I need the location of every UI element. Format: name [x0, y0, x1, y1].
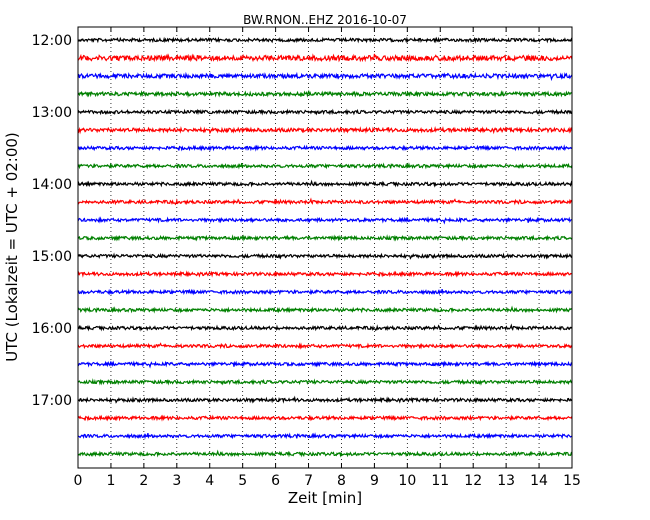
seismogram-trace-1400 — [77, 179, 573, 188]
seismogram-trace-1300 — [77, 108, 573, 116]
seismogram-trace-1600 — [77, 323, 573, 332]
seismogram-trace-1645 — [77, 378, 573, 386]
x-tick-label: 10 — [398, 473, 416, 489]
x-tick-label: 15 — [563, 473, 581, 489]
x-tick-label: 14 — [530, 473, 548, 489]
y-tick-label: 17:00 — [32, 393, 72, 409]
seismogram-trace-1630 — [77, 360, 573, 369]
y-tick-label: 15:00 — [32, 249, 72, 265]
x-tick-label: 13 — [497, 473, 515, 489]
x-tick-label: 4 — [205, 473, 214, 489]
x-tick-label: 2 — [139, 473, 148, 489]
seismogram-traces — [77, 36, 573, 458]
seismogram-trace-1515 — [77, 270, 573, 278]
seismogram-trace-1530 — [77, 288, 573, 296]
seismogram-trace-1345 — [77, 162, 573, 170]
seismogram-trace-1730 — [77, 432, 573, 440]
x-tick-label: 3 — [172, 473, 181, 489]
x-tick-label: 9 — [370, 473, 379, 489]
seismogram-trace-1745 — [77, 449, 573, 458]
y-tick-label: 12:00 — [32, 33, 72, 49]
x-tick-label: 5 — [238, 473, 247, 489]
seismogram-trace-1545 — [77, 305, 573, 314]
y-axis-ticks: 12:00 13:00 14:00 15:00 16:00 17:00 — [32, 33, 572, 409]
x-tick-label: 1 — [106, 473, 115, 489]
x-axis-ticks: 0 1 2 3 4 5 6 7 8 9 10 11 12 13 14 15 — [74, 27, 581, 489]
seismogram-trace-1215 — [77, 53, 573, 63]
y-tick-label: 13:00 — [32, 105, 72, 121]
seismogram-trace-1445 — [77, 234, 573, 242]
x-axis-label: Zeit [min] — [288, 489, 362, 507]
grid-lines — [110, 27, 540, 468]
seismogram-trace-1615 — [77, 342, 573, 350]
chart-title: BW.RNON..EHZ 2016-10-07 — [243, 13, 407, 27]
seismogram-trace-1430 — [77, 216, 573, 225]
x-tick-label: 12 — [464, 473, 482, 489]
x-tick-label: 6 — [271, 473, 280, 489]
seismogram-trace-1715 — [77, 414, 573, 422]
seismogram-trace-1245 — [77, 89, 573, 99]
seismogram-trace-1230 — [77, 71, 573, 82]
x-tick-label: 0 — [74, 473, 83, 489]
x-tick-label: 8 — [337, 473, 346, 489]
y-tick-label: 14:00 — [32, 177, 72, 193]
seismogram-trace-1330 — [77, 144, 573, 152]
seismogram-trace-1200 — [77, 36, 573, 44]
seismogram-trace-1700 — [77, 395, 573, 404]
y-axis-label: UTC (Lokalzeit = UTC + 02:00) — [3, 132, 21, 362]
plot-frame — [77, 26, 573, 469]
seismogram-trace-1415 — [77, 197, 573, 206]
seismogram-trace-1500 — [77, 252, 573, 260]
seismogram-trace-1315 — [77, 126, 573, 135]
y-tick-label: 16:00 — [32, 321, 72, 337]
x-tick-label: 7 — [304, 473, 313, 489]
x-tick-label: 11 — [431, 473, 449, 489]
